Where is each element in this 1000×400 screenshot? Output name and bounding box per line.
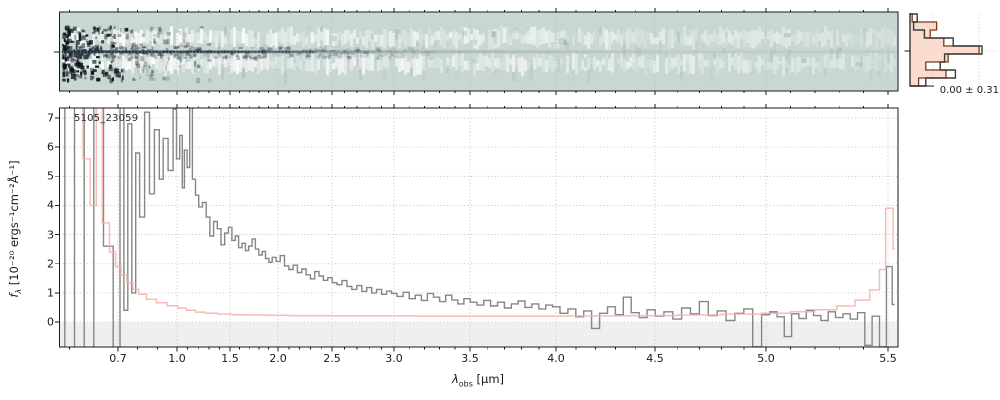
x-tick-label: 2.0 bbox=[269, 352, 287, 365]
x-tick-label: 1.5 bbox=[221, 352, 239, 365]
y-label-unit: [10⁻²⁰ ergs⁻¹cm⁻²Å⁻¹] bbox=[6, 160, 21, 289]
histogram-line bbox=[910, 13, 983, 87]
y-tick-label: 3 bbox=[47, 228, 54, 242]
x-tick-label: 4.5 bbox=[646, 352, 664, 365]
y-tick-label: 5 bbox=[47, 169, 54, 183]
y-tick-label: 4 bbox=[47, 198, 54, 212]
flux-symbol: f bbox=[6, 293, 21, 298]
x-tick-label: 3.0 bbox=[385, 352, 403, 365]
x-label-unit: [μm] bbox=[472, 372, 505, 386]
y-tick-label: 1 bbox=[47, 286, 54, 300]
x-tick-label: 1.0 bbox=[168, 352, 186, 365]
lambda-symbol: λ bbox=[451, 372, 459, 386]
histogram-filled bbox=[909, 13, 980, 87]
x-axis-label: λobs [μm] bbox=[452, 372, 504, 388]
x-tick-label: 3.5 bbox=[461, 352, 479, 365]
object-id-label: 5105_23059 bbox=[74, 113, 139, 124]
x-tick-label: 5.0 bbox=[757, 352, 775, 365]
y-tick-label: 0 bbox=[47, 315, 54, 329]
spec2d-border bbox=[59, 11, 899, 92]
below-zero-band bbox=[59, 322, 898, 347]
error-line bbox=[82, 108, 895, 317]
x-tick-label: 0.7 bbox=[109, 352, 127, 365]
y-axis-label: fλ [10⁻²⁰ ergs⁻¹cm⁻²Å⁻¹] bbox=[7, 160, 23, 297]
x-label-subscript: obs bbox=[458, 379, 473, 389]
y-tick-label: 6 bbox=[47, 140, 54, 154]
y-label-subscript: λ bbox=[14, 288, 24, 294]
y-tick-label: 2 bbox=[47, 257, 54, 271]
spectrum-line bbox=[64, 108, 895, 347]
main-plot-border bbox=[59, 107, 899, 348]
residual-stats-label: 0.00 ± 0.31 bbox=[939, 85, 999, 96]
spectrum-lines bbox=[64, 108, 895, 347]
y-tick-label: 7 bbox=[47, 111, 54, 125]
spec2d-panel bbox=[59, 12, 898, 91]
x-tick-label: 4.0 bbox=[547, 352, 565, 365]
x-tick-label: 2.5 bbox=[323, 352, 341, 365]
x-tick-label: 5.5 bbox=[879, 352, 897, 365]
